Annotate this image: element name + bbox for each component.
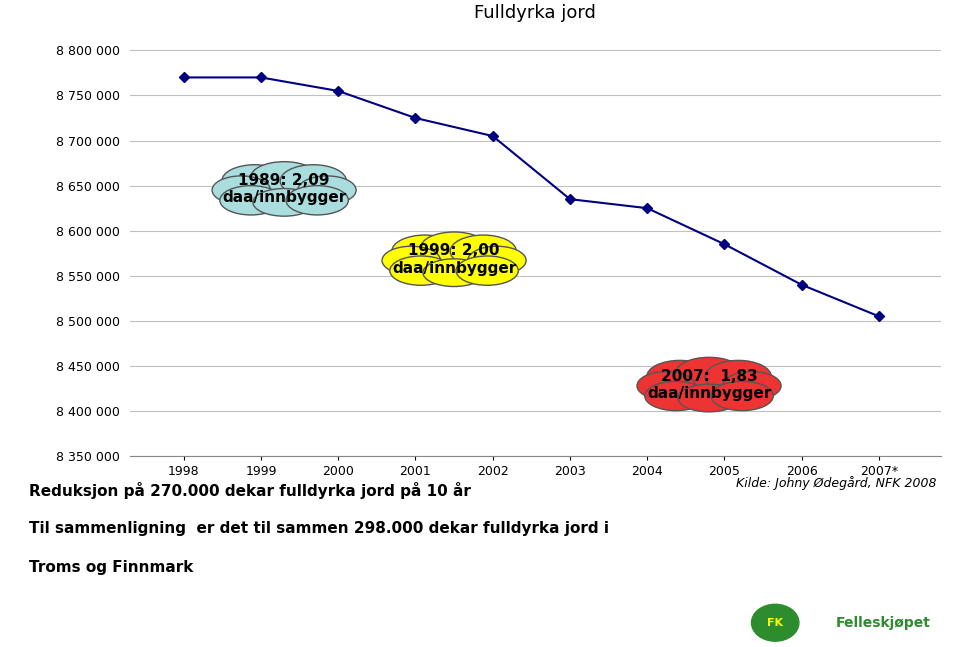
Ellipse shape [280,165,347,197]
Ellipse shape [456,256,518,285]
Ellipse shape [711,381,773,411]
Ellipse shape [647,360,713,393]
Title: Fulldyrka jord: Fulldyrka jord [474,5,596,23]
Circle shape [752,604,799,641]
Ellipse shape [637,371,695,400]
Ellipse shape [251,162,317,192]
Text: Troms og Finnmark: Troms og Finnmark [29,560,193,575]
Ellipse shape [706,360,771,393]
Ellipse shape [678,384,740,412]
Ellipse shape [423,259,485,287]
Text: Til sammenligning  er det til sammen 298.000 dekar fulldyrka jord i: Til sammenligning er det til sammen 298.… [29,521,609,536]
Ellipse shape [676,357,742,388]
Ellipse shape [403,239,505,282]
Ellipse shape [659,364,759,407]
Ellipse shape [212,176,271,204]
Ellipse shape [233,169,335,212]
Ellipse shape [645,381,708,411]
Text: FK: FK [767,618,783,628]
Ellipse shape [468,247,526,275]
Text: 1999: 2,00
daa/innbygger: 1999: 2,00 daa/innbygger [392,243,516,276]
Ellipse shape [220,186,282,215]
Ellipse shape [723,371,781,400]
Ellipse shape [421,232,487,263]
Ellipse shape [286,186,348,215]
Ellipse shape [390,256,452,285]
Text: 2007:  1,83
daa/innbygger: 2007: 1,83 daa/innbygger [647,369,771,401]
Text: Reduksjon på 270.000 dekar fulldyrka jord på 10 år: Reduksjon på 270.000 dekar fulldyrka jor… [29,482,470,499]
Text: 1989: 2,09
daa/innbygger: 1989: 2,09 daa/innbygger [222,173,347,205]
Ellipse shape [450,235,516,268]
Ellipse shape [382,247,441,275]
Text: Felleskjøpet: Felleskjøpet [836,616,930,630]
Ellipse shape [253,188,315,216]
Ellipse shape [222,165,288,197]
Ellipse shape [392,235,458,268]
Text: Kilde: Johny Ødegård, NFK 2008: Kilde: Johny Ødegård, NFK 2008 [735,476,936,490]
Text: Levende opptatt av det: Levende opptatt av det [465,616,649,630]
Ellipse shape [298,176,356,204]
